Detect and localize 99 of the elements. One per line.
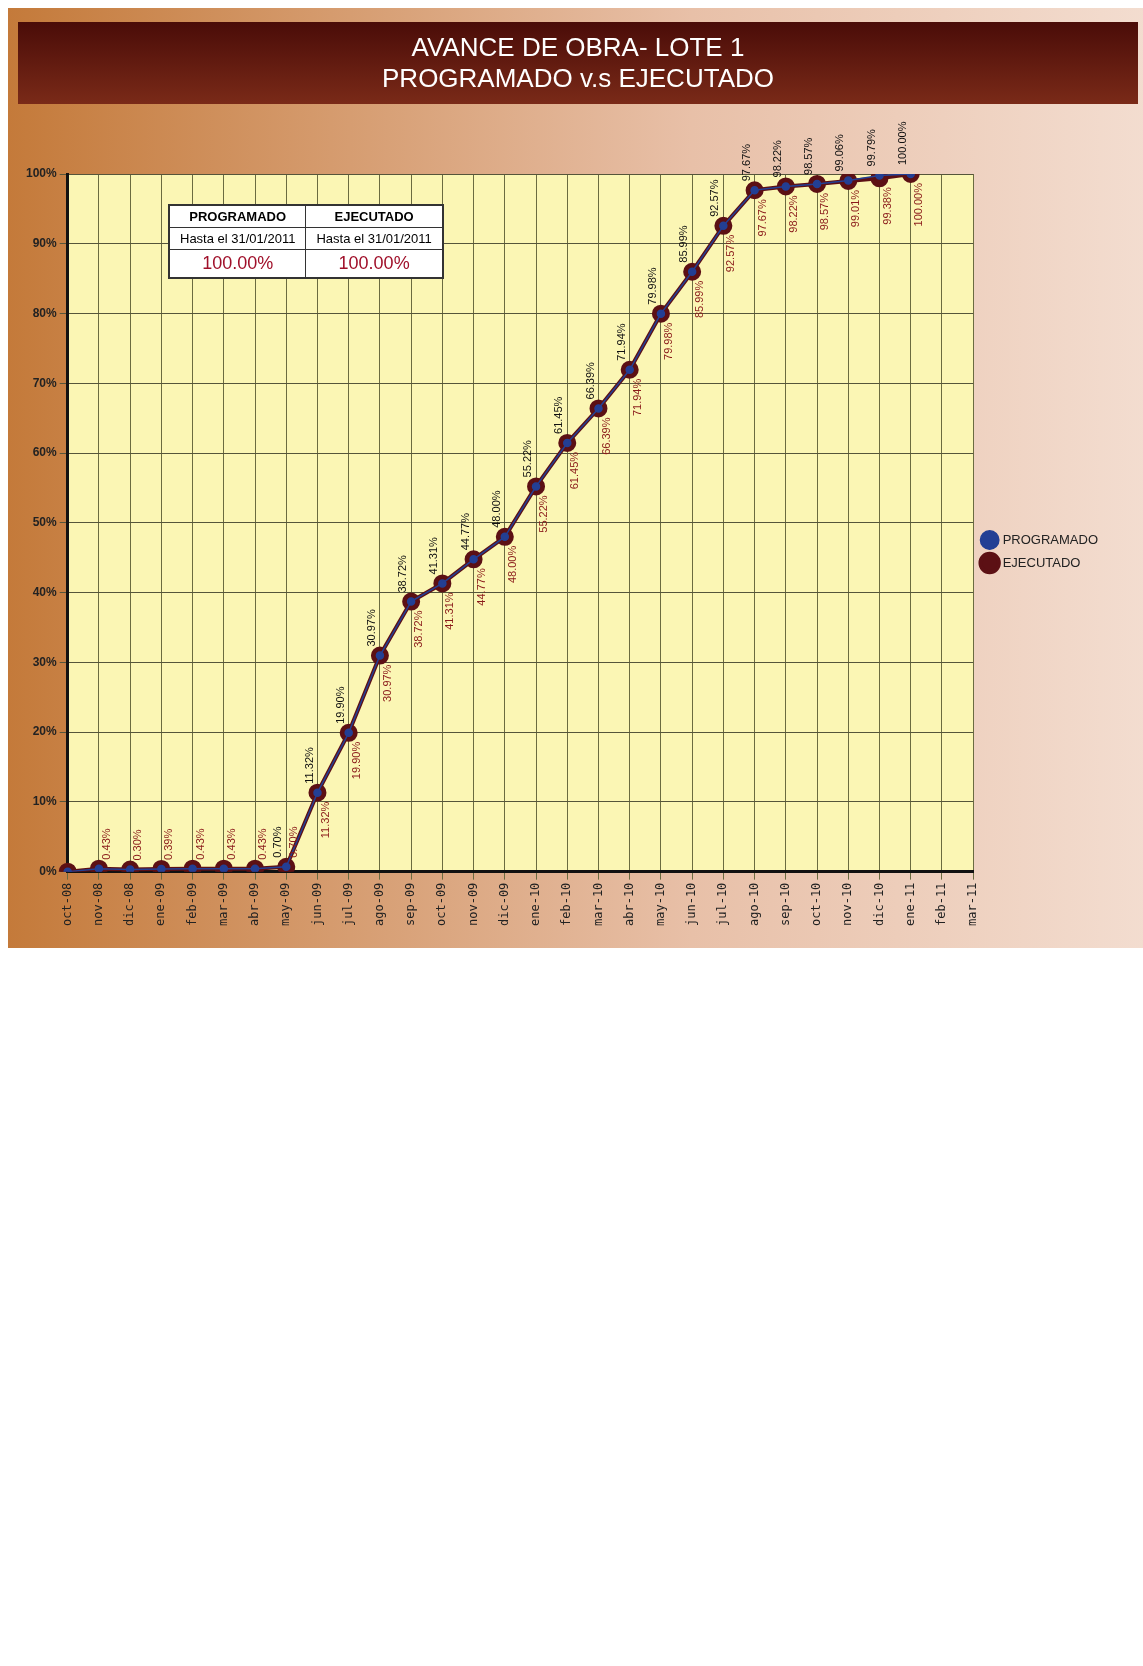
x-tick-label: ene-11 [902,882,917,927]
data-label: 30.97% [364,609,377,647]
data-label: 97.67% [739,143,752,182]
x-tick-label: ago-10 [746,882,761,927]
data-label: 19.90% [333,686,346,724]
x-tick-label: sep-10 [777,882,792,927]
data-label: 100.00% [895,121,908,165]
y-tick-label: 0% [39,863,58,878]
data-label: 97.67% [755,199,768,237]
data-label: 79.98% [645,267,658,305]
x-tick-label: may-09 [278,882,293,927]
x-tick-label: ago-09 [372,882,387,927]
x-tick-label: mar-10 [590,882,605,927]
annotation: Hasta el 31/01/2011 [305,227,443,250]
data-label: 66.39% [599,417,612,455]
legend-label: EJECUTADO [1002,554,1081,570]
data-label: 98.57% [818,192,831,231]
x-tick-label: nov-09 [465,882,480,927]
data-label: 48.00% [489,490,502,528]
data-label: 98.22% [786,195,799,233]
data-label: 55.22% [537,495,550,533]
data-label: 0.43% [224,828,237,860]
data-label: 44.77% [458,512,471,551]
data-label: 79.98% [661,322,674,360]
data-label: 99.06% [833,134,846,172]
y-tick-label: 80% [32,305,58,320]
x-tick-label: mar-09 [215,882,230,927]
data-label: 92.57% [708,179,721,217]
annotation: Hasta el 31/01/2011 [169,227,306,250]
x-tick-label: jul-09 [340,882,355,927]
x-tick-label: ene-09 [153,882,168,927]
x-tick-label: dic-10 [871,882,886,927]
data-label: 41.31% [427,536,440,575]
y-tick-label: 100% [25,166,58,181]
data-label: 71.94% [614,323,627,361]
data-label: 0.43% [99,828,112,860]
data-label: 71.94% [630,378,643,417]
x-tick-label: dic-08 [122,882,137,927]
data-label: 61.45% [568,451,581,490]
chart-subtitle: PROGRAMADO v.s EJECUTADO [381,63,775,94]
x-tick-label: feb-11 [934,882,949,927]
data-label: 92.57% [724,234,737,273]
y-tick-label: 20% [32,724,58,739]
data-label: 11.32% [302,746,315,784]
data-label: 0.39% [162,828,175,860]
x-tick-label: jun-10 [684,882,699,927]
data-label: 41.31% [443,592,456,630]
y-tick-label: 30% [32,654,58,669]
data-label: 55.22% [521,439,534,478]
data-label: 0.70% [287,826,300,858]
legend-label: PROGRAMADO [1002,531,1098,547]
data-label: 99.38% [880,187,893,225]
x-tick-label: mar-11 [965,882,980,927]
data-label: 100.00% [911,182,924,227]
x-tick-label: abr-09 [247,882,262,927]
y-tick-label: 40% [32,584,58,599]
data-label: 66.39% [583,361,596,400]
data-label: 11.32% [318,801,331,839]
x-tick-label: feb-10 [559,882,574,927]
data-label: 61.45% [552,396,565,434]
data-label: 99.01% [849,189,862,228]
annotation: 100.00% [305,249,443,278]
data-label: 0.43% [256,828,269,860]
x-tick-label: nov-08 [91,882,106,927]
annotation: PROGRAMADO [169,205,306,228]
data-label: 98.57% [802,137,815,175]
x-tick-label: jul-10 [715,882,730,927]
y-tick-label: 10% [32,794,58,809]
data-label: 0.30% [131,829,144,861]
x-tick-label: feb-09 [184,882,199,927]
data-label: 99.79% [864,128,877,167]
data-label: 0.43% [193,828,206,860]
data-label: 0.70% [271,826,284,858]
x-tick-label: may-10 [653,882,668,927]
x-tick-label: sep-09 [403,882,418,927]
data-label: 98.22% [770,139,783,178]
data-label: 38.72% [396,554,409,593]
x-tick-label: ene-10 [528,882,543,927]
chart-title: AVANCE DE OBRA- LOTE 1 [410,32,746,63]
data-label: 30.97% [380,664,393,702]
y-tick-label: 90% [32,236,58,251]
y-tick-label: 60% [32,445,58,460]
data-label: 38.72% [412,610,425,648]
data-label: 85.99% [677,225,690,263]
data-label: 19.90% [349,741,362,780]
data-label: 85.99% [693,280,706,319]
data-label: 44.77% [474,568,487,606]
x-tick-label: nov-10 [840,882,855,927]
y-tick-label: 70% [32,375,58,390]
annotation: 100.00% [169,249,306,278]
x-tick-label: oct-08 [59,882,74,927]
y-tick-label: 50% [32,515,58,530]
x-tick-label: jun-09 [309,882,324,927]
x-tick-label: oct-09 [434,882,449,927]
annotation: EJECUTADO [305,205,443,228]
x-tick-label: dic-09 [496,882,511,927]
x-tick-label: abr-10 [621,882,636,927]
data-label: 48.00% [505,545,518,584]
x-tick-label: oct-10 [809,882,824,927]
